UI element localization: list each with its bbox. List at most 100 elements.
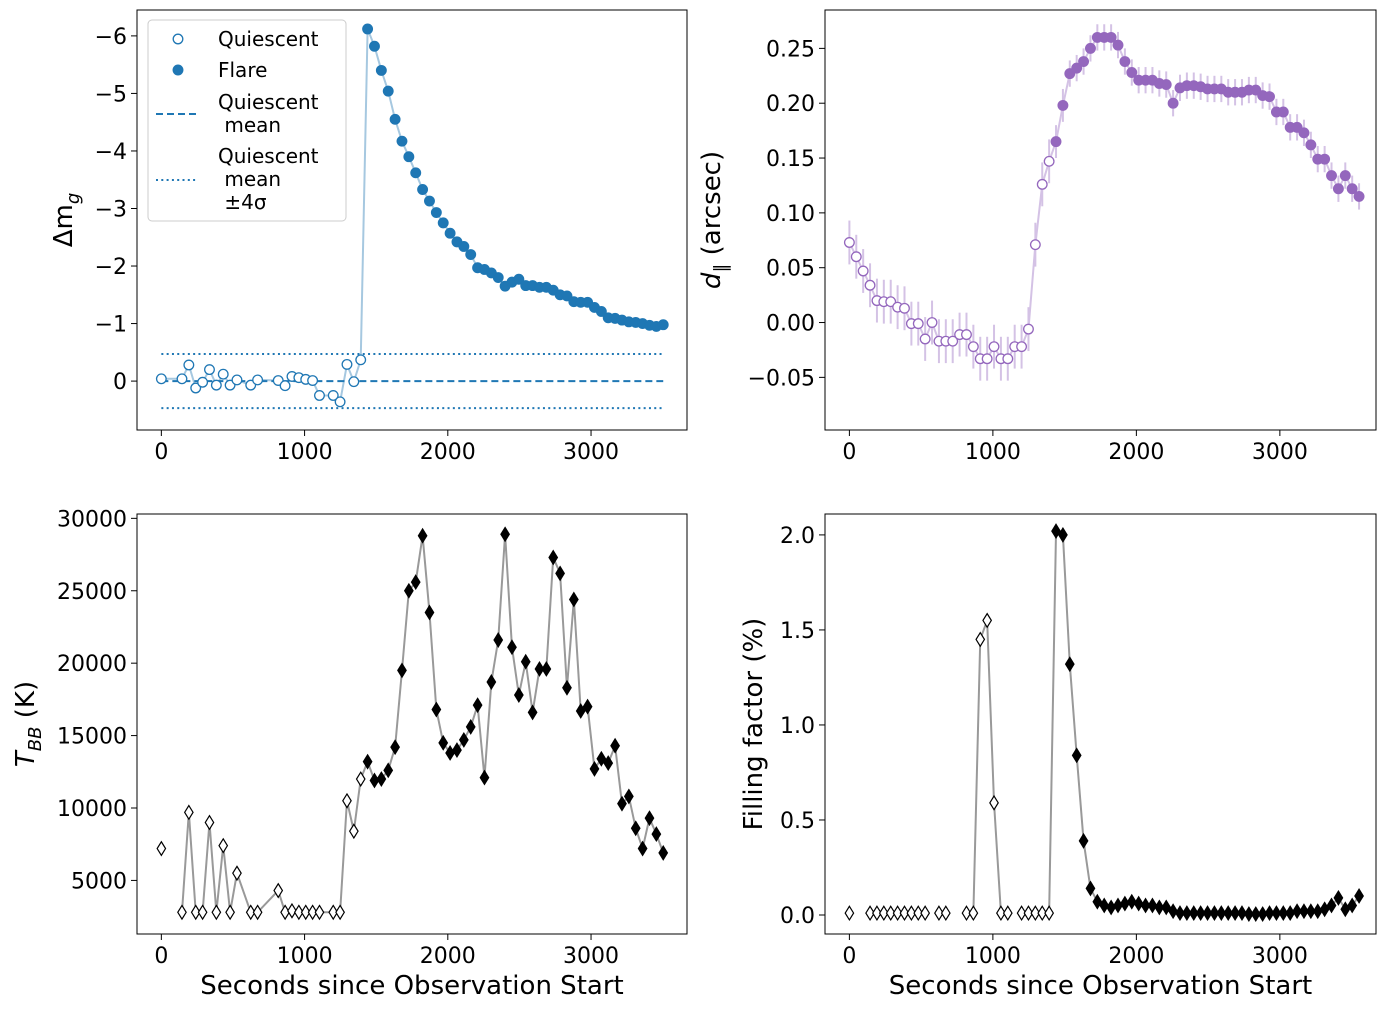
series-line (1048, 529, 1360, 916)
data-point (865, 905, 875, 922)
data-point (906, 905, 917, 922)
data-point (335, 904, 346, 921)
y-axis-label-subscript: ∥ (711, 264, 732, 273)
y-tick-label: 0.20 (766, 92, 815, 117)
y-tick-label: −2 (95, 255, 127, 280)
panel-d: 0 1000 2000 3000 0.0 0.5 1.0 1.5 2.0 Seconds sinc… (739, 513, 1377, 1001)
data-point (1347, 897, 1358, 914)
data-point (183, 804, 194, 821)
data-point (568, 591, 579, 608)
legend-label: Flare (218, 58, 267, 82)
data-point (389, 113, 401, 125)
data-point (1264, 905, 1275, 922)
x-tick-label: 3000 (563, 440, 619, 465)
data-point (926, 317, 938, 328)
data-point (314, 904, 325, 921)
data-point (1126, 893, 1137, 910)
y-axis-label-subscript: g (63, 193, 84, 204)
data-point (1312, 903, 1323, 920)
data-point (176, 373, 188, 385)
legend-label-line: Flare (218, 58, 267, 82)
series-line (972, 620, 1002, 914)
data-point (940, 905, 951, 922)
data-point (424, 195, 435, 207)
data-point (864, 279, 876, 291)
data-point (500, 526, 511, 543)
data-point (1175, 905, 1185, 922)
data-point (397, 662, 407, 679)
x-tick-label: 2000 (1108, 440, 1164, 465)
data-point (1181, 905, 1192, 922)
data-point (183, 359, 195, 371)
data-point (1016, 341, 1028, 353)
data-point (989, 794, 999, 811)
axes-frame (136, 9, 688, 431)
data-point (273, 882, 284, 899)
data-point (843, 237, 855, 248)
x-tick-label: 0 (154, 944, 168, 969)
panel-a: 0 1000 2000 3000 −6 −5 −4 −3 −2 −1 0 Δmg Quiescent Fl… (49, 9, 688, 465)
data-point (204, 364, 215, 376)
data-point (947, 335, 959, 347)
y-tick-label: −5 (95, 82, 127, 107)
data-point (197, 904, 208, 921)
legend-label-line: ±4σ (218, 190, 267, 214)
data-point (1002, 353, 1014, 365)
x-tick-label: 1000 (277, 440, 333, 465)
data-point (844, 905, 855, 922)
data-point (982, 612, 993, 629)
data-point (156, 840, 167, 857)
x-tick-label: 2000 (420, 440, 476, 465)
x-axis-label: Seconds since Observation Start (200, 971, 623, 1001)
data-point (465, 718, 476, 735)
data-point (465, 249, 477, 260)
data-point (307, 904, 318, 921)
data-point (1319, 153, 1331, 165)
data-point (1023, 905, 1034, 922)
data-point (383, 762, 394, 779)
data-point (1223, 905, 1234, 922)
data-point (1058, 526, 1068, 543)
data-point (458, 241, 470, 252)
data-point (1078, 832, 1089, 849)
data-point (1230, 905, 1240, 922)
data-point (211, 904, 222, 921)
data-point (1195, 905, 1206, 922)
x-tick-label: 2000 (420, 944, 476, 969)
y-tick-label: 1.5 (780, 619, 815, 644)
data-point (1354, 888, 1364, 904)
data-point (1092, 893, 1103, 910)
x-tick-label: 2000 (1108, 944, 1164, 969)
data-point (513, 687, 524, 703)
x-tick-label: 3000 (563, 944, 619, 969)
data-point (996, 905, 1006, 922)
data-point (1119, 56, 1131, 67)
data-point (885, 905, 896, 922)
data-point (1160, 79, 1172, 91)
data-point (988, 341, 1000, 353)
y-tick-label: 0.0 (780, 904, 815, 929)
data-point (1036, 178, 1048, 190)
data-point (190, 904, 201, 921)
data-point (1071, 747, 1082, 764)
data-point (920, 905, 931, 922)
data-point (252, 904, 263, 921)
data-point (1023, 323, 1034, 335)
y-axis-label-unit: (arcsec) (697, 151, 727, 264)
panel-b: 0 1000 2000 3000 −0.05 0.00 0.05 0.10 0.15 0.20 0.… (697, 9, 1377, 465)
data-point (1202, 905, 1213, 922)
y-tick-label: 30000 (57, 507, 127, 532)
data-point (314, 390, 325, 401)
data-point (396, 135, 408, 147)
data-point (390, 739, 401, 756)
data-point (424, 604, 435, 621)
data-point (534, 661, 545, 677)
legend-label-line: mean (218, 113, 281, 137)
data-point (1305, 139, 1317, 151)
data-point (382, 85, 394, 97)
data-point (1243, 906, 1254, 922)
y-tick-label: 15000 (57, 725, 127, 750)
data-point (403, 151, 415, 163)
